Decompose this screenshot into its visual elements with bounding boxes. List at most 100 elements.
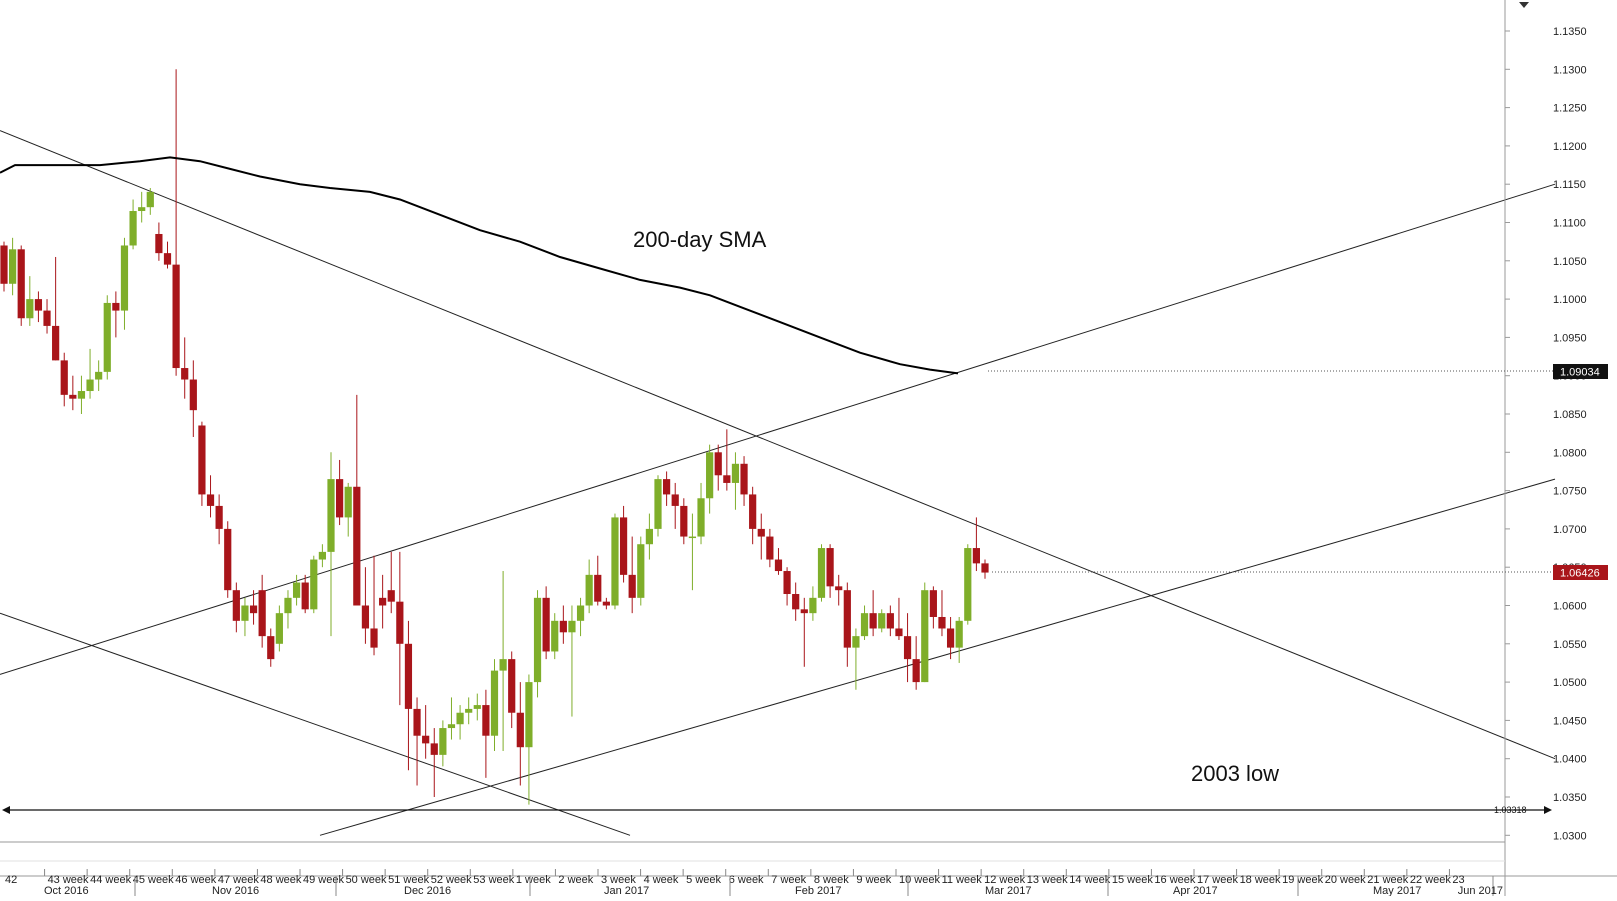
up-channel-lower xyxy=(319,478,1556,836)
down-channel-lower xyxy=(0,612,631,836)
candle-body xyxy=(576,605,585,621)
candle-body xyxy=(34,299,43,311)
candle-body xyxy=(447,724,456,729)
candle-body xyxy=(903,636,912,660)
candle-body xyxy=(895,628,903,637)
week-label: 42 xyxy=(5,874,17,886)
candle-body xyxy=(697,498,705,537)
week-label: 47 week xyxy=(218,874,259,886)
month-label: Jun 2017 xyxy=(1458,885,1503,896)
week-label: 17 week xyxy=(1197,874,1238,886)
week-label: 4 week xyxy=(644,874,679,886)
candle-body xyxy=(594,574,602,602)
y-tick-label: 1.0550 xyxy=(1553,639,1587,651)
week-label: 45 week xyxy=(133,874,174,886)
month-label: Nov 2016 xyxy=(212,885,259,896)
week-label: 15 week xyxy=(1112,874,1153,886)
candle-body xyxy=(267,636,275,660)
candle-body xyxy=(241,605,249,621)
candle-body xyxy=(946,628,955,648)
candle-body xyxy=(706,452,714,499)
candle-body xyxy=(490,670,499,736)
month-label: Mar 2017 xyxy=(985,885,1031,896)
y-tick-label: 1.0400 xyxy=(1553,754,1587,766)
week-label: 22 week xyxy=(1410,874,1451,886)
candle-body xyxy=(69,394,77,399)
candle-body xyxy=(249,605,258,614)
sma-price-label: 1.09034 xyxy=(1560,367,1600,379)
sma-annotation: 200-day SMA xyxy=(633,227,767,252)
week-label: 16 week xyxy=(1154,874,1195,886)
candle-body xyxy=(869,613,877,629)
candle-body xyxy=(542,597,550,652)
candle-body xyxy=(938,616,946,629)
candle-body xyxy=(43,310,51,326)
candle-body xyxy=(749,494,757,529)
week-label: 2 week xyxy=(558,874,593,886)
y-tick-label: 1.0600 xyxy=(1553,601,1587,613)
low-price-label: 1.03318 xyxy=(1494,805,1527,815)
candle-body xyxy=(17,249,25,319)
menu-caret-icon[interactable] xyxy=(1519,2,1529,8)
candle-body xyxy=(972,548,980,564)
candle-body xyxy=(886,613,894,629)
candle-body xyxy=(723,475,731,483)
candle-body xyxy=(413,708,421,736)
candle-body xyxy=(361,605,370,629)
candle-body xyxy=(155,233,163,254)
week-label: 50 week xyxy=(346,874,387,886)
candle-body xyxy=(327,479,335,552)
y-tick-label: 1.1200 xyxy=(1553,141,1587,153)
candle-body xyxy=(430,743,438,755)
candle-body xyxy=(680,505,688,537)
candle-body xyxy=(731,463,740,483)
y-tick-label: 1.0750 xyxy=(1553,486,1587,498)
week-label: 51 week xyxy=(388,874,429,886)
week-label: 8 week xyxy=(814,874,849,886)
month-axis-labels: Oct 2016 Nov 2016 Dec 2016 Jan 2017 Feb 2017… xyxy=(44,876,1503,897)
candle-body xyxy=(800,609,808,614)
candle-body xyxy=(103,302,111,372)
sma-layer xyxy=(0,156,959,375)
candle-body xyxy=(301,582,309,610)
week-label: 3 week xyxy=(601,874,636,886)
candle-body xyxy=(0,245,8,284)
week-label: 20 week xyxy=(1325,874,1366,886)
week-label: 7 week xyxy=(771,874,806,886)
candle-body xyxy=(292,582,301,598)
y-axis-ticks: 1.1350 1.1300 1.1250 1.1200 1.1150 1.1100 1.10… xyxy=(1505,26,1587,842)
candle-body xyxy=(525,682,533,748)
candle-body xyxy=(86,379,94,392)
candle-body xyxy=(439,728,447,755)
candle-body xyxy=(929,590,937,617)
candle-body xyxy=(284,597,292,614)
candle-body xyxy=(766,536,774,560)
y-tick-label: 1.0350 xyxy=(1553,792,1587,804)
week-label: 11 week xyxy=(942,874,983,886)
low-annotation: 2003 low xyxy=(1191,761,1279,786)
candle-body xyxy=(860,613,869,637)
week-label: 10 week xyxy=(899,874,940,886)
y-tick-label: 1.1300 xyxy=(1553,64,1587,76)
candle-body xyxy=(619,517,628,575)
week-label: 43 week xyxy=(48,874,89,886)
month-label: Apr 2017 xyxy=(1173,885,1218,896)
y-tick-label: 1.0950 xyxy=(1553,332,1587,344)
candle-body xyxy=(456,712,464,725)
y-tick-label: 1.0450 xyxy=(1553,715,1587,727)
week-label: 23 xyxy=(1452,874,1464,886)
candle-body xyxy=(224,528,232,591)
low-level-arrow: 1.03318 xyxy=(2,805,1552,815)
candle-body xyxy=(912,659,920,683)
week-label: 48 week xyxy=(260,874,301,886)
candle-body xyxy=(645,528,653,545)
candle-body xyxy=(585,574,593,606)
candle-body xyxy=(422,735,430,744)
candle-body xyxy=(955,620,963,648)
last-price-label: 1.06426 xyxy=(1560,568,1600,580)
candle-body xyxy=(654,479,662,529)
week-label: 21 week xyxy=(1367,874,1408,886)
candle-body xyxy=(611,517,619,606)
candle-body xyxy=(663,479,671,495)
